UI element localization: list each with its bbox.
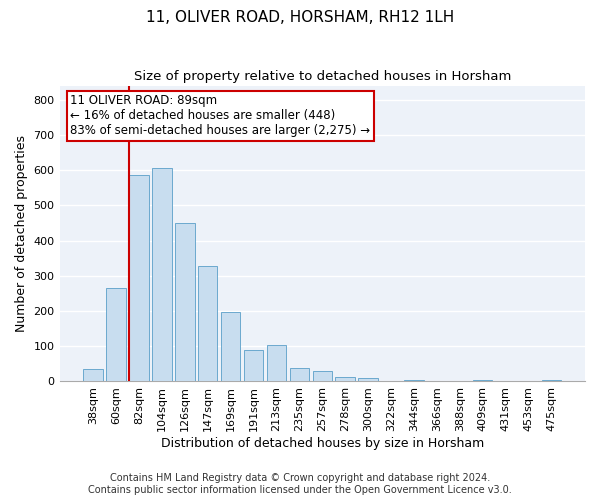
- Bar: [221, 312, 241, 382]
- Bar: [404, 380, 424, 382]
- Text: Contains HM Land Registry data © Crown copyright and database right 2024.
Contai: Contains HM Land Registry data © Crown c…: [88, 474, 512, 495]
- Y-axis label: Number of detached properties: Number of detached properties: [15, 135, 28, 332]
- Title: Size of property relative to detached houses in Horsham: Size of property relative to detached ho…: [134, 70, 511, 83]
- Bar: [244, 350, 263, 382]
- Bar: [358, 378, 378, 382]
- Bar: [335, 377, 355, 382]
- Bar: [129, 176, 149, 382]
- Text: 11 OLIVER ROAD: 89sqm
← 16% of detached houses are smaller (448)
83% of semi-det: 11 OLIVER ROAD: 89sqm ← 16% of detached …: [70, 94, 370, 138]
- Bar: [313, 371, 332, 382]
- Bar: [106, 288, 126, 382]
- Bar: [175, 223, 194, 382]
- Bar: [473, 380, 493, 382]
- Bar: [198, 266, 217, 382]
- X-axis label: Distribution of detached houses by size in Horsham: Distribution of detached houses by size …: [161, 437, 484, 450]
- Bar: [290, 368, 309, 382]
- Bar: [542, 380, 561, 382]
- Text: 11, OLIVER ROAD, HORSHAM, RH12 1LH: 11, OLIVER ROAD, HORSHAM, RH12 1LH: [146, 10, 454, 25]
- Bar: [152, 168, 172, 382]
- Bar: [83, 369, 103, 382]
- Bar: [267, 345, 286, 382]
